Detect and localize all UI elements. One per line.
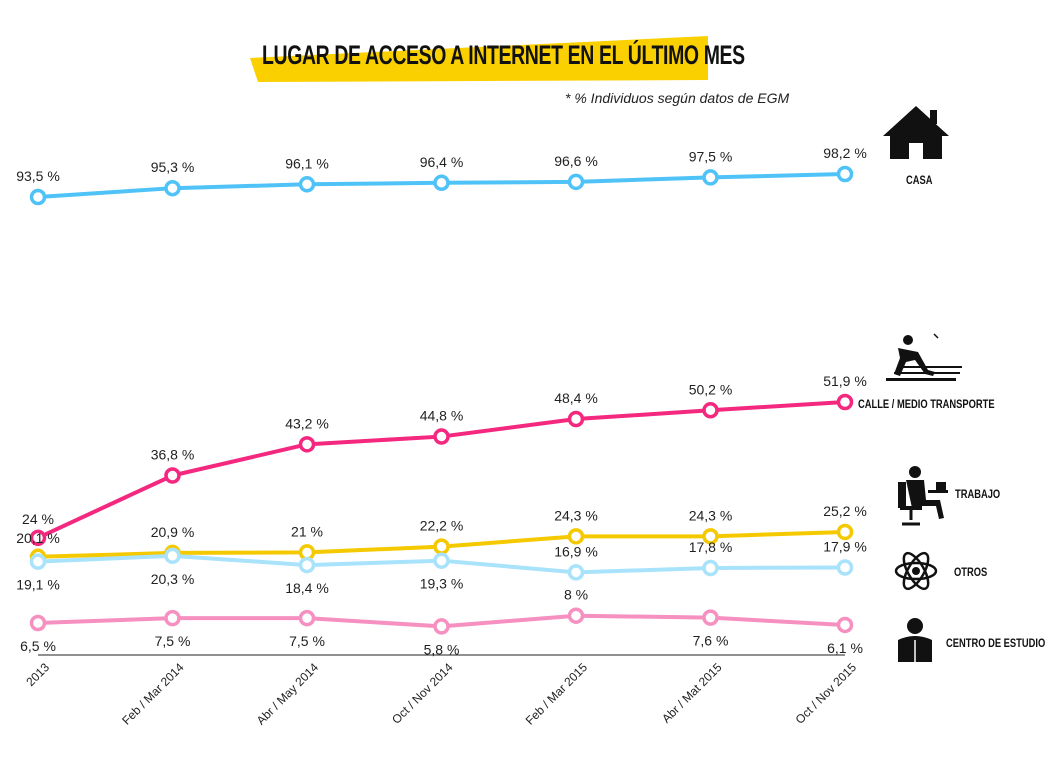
data-point: [433, 538, 450, 555]
data-point: [298, 176, 316, 193]
data-label: 19,3 %: [420, 576, 464, 592]
data-point: [702, 609, 719, 626]
data-label: 20,3 %: [151, 571, 195, 587]
x-tick-label: 2013: [23, 660, 52, 689]
data-label: 48,4 %: [554, 390, 598, 406]
series-2: 20,1 % 20,9 % 21 % 22,2 % 24,3 % 24,3 % 25,2 %: [16, 503, 867, 566]
data-label: 16,9 %: [554, 543, 598, 559]
data-label: 17,8 %: [689, 539, 733, 555]
data-label: 20,9 %: [151, 524, 195, 540]
data-label: 17,9 %: [823, 539, 867, 555]
office-worker-icon: [898, 466, 948, 526]
legend-label: CENTRO DE ESTUDIO: [946, 637, 1045, 650]
data-label: 24 %: [22, 511, 54, 527]
house-icon: [883, 106, 949, 159]
data-point: [836, 559, 854, 576]
data-point: [164, 609, 181, 627]
data-point: [567, 607, 585, 624]
data-label: 7,5 %: [155, 633, 191, 649]
data-label: 7,5 %: [289, 633, 325, 649]
series-4: 6,5 % 7,5 % 7,5 % 5,8 % 8 % 7,6 % 6,1 %: [20, 587, 863, 658]
data-point: [298, 436, 316, 453]
series-3: 19,1 % 20,3 % 18,4 % 19,3 % 16,9 % 17,8 % 17,9…: [16, 539, 867, 597]
data-label: 36,8 %: [151, 447, 195, 463]
data-point: [29, 614, 47, 632]
data-label: 8 %: [564, 587, 588, 603]
walking-person-icon: [886, 333, 962, 381]
x-tick-label: Abr / Mat 2015: [659, 660, 725, 726]
data-label: 95,3 %: [151, 159, 195, 175]
data-label: 51,9 %: [823, 373, 867, 389]
data-point: [164, 467, 181, 484]
data-point: [567, 410, 585, 428]
legend-label: CASA: [906, 174, 933, 187]
data-label: 19,1 %: [16, 577, 60, 593]
data-point: [567, 528, 585, 545]
data-point: [567, 173, 585, 191]
data-label: 50,2 %: [689, 381, 733, 397]
student-reading-icon: [898, 618, 932, 662]
x-tick-label: Feb / Mar 2015: [523, 660, 591, 728]
chart-title: LUGAR DE ACCESO A INTERNET EN EL ÚLTIMO …: [262, 40, 745, 70]
data-point: [702, 402, 719, 419]
data-point: [433, 174, 450, 192]
legend-label: OTROS: [954, 566, 987, 579]
data-label: 97,5 %: [689, 148, 733, 164]
data-label: 25,2 %: [823, 503, 867, 519]
data-label: 44,8 %: [420, 408, 464, 424]
data-point: [567, 564, 585, 581]
data-point: [836, 616, 854, 634]
data-label: 22,2 %: [420, 518, 464, 534]
x-tick-label: Oct / Nov 2014: [389, 660, 456, 727]
data-label: 21 %: [291, 523, 323, 539]
data-point: [433, 618, 450, 635]
data-point: [836, 523, 854, 541]
chart-subtitle: * % Individuos según datos de EGM: [565, 90, 790, 106]
data-label: 5,8 %: [424, 641, 460, 657]
data-point: [29, 188, 47, 206]
data-label: 7,6 %: [693, 633, 729, 649]
data-label: 96,1 %: [285, 155, 329, 171]
data-point: [433, 552, 450, 569]
data-point: [298, 609, 316, 627]
data-point: [29, 529, 47, 547]
data-point: [164, 547, 181, 565]
title-highlight: [250, 36, 708, 82]
data-point: [702, 559, 719, 577]
legend-label: CALLE / MEDIO TRANSPORTE: [858, 398, 995, 411]
legend: CASA CALLE / MEDIO TRANSPORTE TRABAJO OTROS…: [858, 106, 1045, 662]
data-label: 24,3 %: [689, 507, 733, 523]
data-label: 98,2 %: [823, 145, 867, 161]
data-point: [433, 428, 450, 445]
legend-label: TRABAJO: [955, 488, 1000, 501]
data-label: 93,5 %: [16, 168, 60, 184]
data-point: [836, 393, 854, 411]
data-label: 96,4 %: [420, 154, 464, 170]
data-label: 96,6 %: [554, 153, 598, 169]
data-label: 24,3 %: [554, 507, 598, 523]
atom-icon: [894, 551, 938, 591]
data-point: [702, 528, 719, 545]
data-label: 6,5 %: [20, 638, 56, 654]
data-label: 43,2 %: [285, 415, 329, 431]
data-label: 20,1 %: [16, 530, 60, 546]
data-point: [836, 165, 854, 183]
series-1: 24 % 36,8 % 43,2 % 44,8 % 48,4 % 50,2 % 51,9 %: [22, 373, 867, 547]
series-0: 93,5 % 95,3 % 96,1 % 96,4 % 96,6 % 97,5 % 98,2…: [16, 145, 867, 206]
data-point: [29, 553, 47, 570]
data-point: [164, 179, 181, 197]
x-tick-label: Abr / May 2014: [254, 660, 322, 728]
data-label: 18,4 %: [285, 580, 329, 596]
data-point: [298, 556, 316, 574]
x-tick-label: Feb / Mar 2014: [119, 660, 187, 728]
data-point: [702, 169, 719, 186]
data-label: 6,1 %: [827, 640, 863, 656]
x-tick-label: Oct / Nov 2015: [793, 660, 860, 727]
